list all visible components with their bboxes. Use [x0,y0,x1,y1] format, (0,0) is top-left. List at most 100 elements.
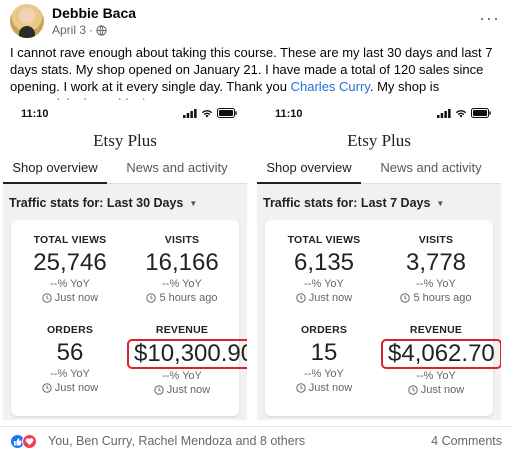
stat-yoy: --% YoY [162,278,202,290]
stat-orders: ORDERS 56 --% YoY Just now [15,324,125,394]
stat-label: TOTAL VIEWS [33,234,107,246]
app-title: Etsy Plus [347,131,411,150]
stat-time-text: Just now [54,382,99,394]
status-icons [437,108,491,118]
stat-total-views: TOTAL VIEWS 25,746 --% YoY Just now [15,234,125,304]
reaction-icons[interactable] [10,434,37,449]
signal-icon [437,108,451,118]
traffic-range-label: Traffic stats for: Last 7 Days [263,196,431,210]
post-date[interactable]: April 3 [52,23,87,37]
status-time: 11:10 [21,108,49,120]
tab-shop-overview[interactable]: Shop overview [257,154,361,184]
status-bar: 11:10 [257,100,501,128]
clock-icon [408,385,418,395]
stat-yoy: --% YoY [50,368,90,380]
stat-yoy: --% YoY [416,370,456,382]
stat-time: Just now [381,384,491,396]
tab-news-and-activity[interactable]: News and activity [380,160,482,175]
stat-revenue: REVENUE $10,300.90 --% YoY Just now [127,324,247,396]
stat-time: Just now [269,382,379,394]
wifi-icon [201,109,213,117]
signal-icon [183,108,197,118]
stat-value: 3,778 [405,249,467,276]
traffic-range-dropdown[interactable]: Traffic stats for: Last 7 Days ▼ [263,196,444,210]
post-header: Debbie Baca April 3 · ··· [0,0,512,42]
clock-icon [42,293,52,303]
stat-yoy: --% YoY [50,278,90,290]
tab-news-and-activity[interactable]: News and activity [126,160,228,175]
caret-down-icon: ▼ [189,198,198,208]
stat-value: 16,166 [145,249,219,276]
clock-icon [296,293,306,303]
tab-shop-overview[interactable]: Shop overview [3,154,107,184]
avatar[interactable] [10,4,44,38]
stat-yoy: --% YoY [304,368,344,380]
stat-time-text: Just now [420,384,465,396]
stat-yoy: --% YoY [416,278,456,290]
stat-time: Just now [15,382,125,394]
post-body-mid: . My shop is [369,79,440,94]
traffic-range-label: Traffic stats for: Last 30 Days [9,196,184,210]
stats-card: TOTAL VIEWS 25,746 --% YoY Just now VISI… [11,220,247,416]
stat-time: Just now [15,292,125,304]
stat-time: 5 hours ago [127,292,237,304]
status-time: 11:10 [275,108,303,120]
clock-icon [42,383,52,393]
traffic-range-dropdown[interactable]: Traffic stats for: Last 30 Days ▼ [9,196,197,210]
stat-value-highlighted: $10,300.90 [127,339,247,369]
stat-visits: VISITS 16,166 --% YoY 5 hours ago [127,234,237,304]
stat-time-text: Just now [166,384,211,396]
stat-time-text: 5 hours ago [413,292,472,304]
stat-time-text: 5 hours ago [159,292,218,304]
tab-bar: Shop overview News and activity [3,154,247,184]
stat-total-views: TOTAL VIEWS 6,135 --% YoY Just now [269,234,379,304]
reactions-bar: You, Ben Curry, Rachel Mendoza and 8 oth… [0,426,512,455]
stat-time: Just now [127,384,237,396]
post-meta: April 3 · [52,23,107,37]
globe-icon [96,24,107,36]
revenue-highlight: $10,300.90 [127,339,247,369]
more-options-icon[interactable]: ··· [479,8,500,28]
stat-label: VISITS [418,234,454,246]
stat-label: ORDERS [46,324,94,336]
phone-screenshot-7-days[interactable]: 11:10 Etsy Plus Shop overview News and a… [257,100,501,420]
stat-time-text: Just now [308,292,353,304]
stat-value-highlighted: $4,062.70 [381,339,501,369]
stat-label: ORDERS [300,324,348,336]
stat-yoy: --% YoY [162,370,202,382]
stat-time-text: Just now [308,382,353,394]
comments-count[interactable]: 4 Comments [431,434,502,448]
clock-icon [146,293,157,303]
stat-time: 5 hours ago [381,292,491,304]
stat-label: REVENUE [155,324,209,336]
phone-screenshot-30-days[interactable]: 11:10 Etsy Plus Shop overview News and a… [3,100,247,420]
mention-link[interactable]: Charles Curry [290,79,370,94]
post-body: I cannot rave enough about taking this c… [10,45,493,94]
revenue-highlight: $4,062.70 [381,339,501,369]
reaction-names[interactable]: You, Ben Curry, Rachel Mendoza and 8 oth… [48,434,306,448]
tab-bar: Shop overview News and activity [257,154,501,184]
app-title: Etsy Plus [93,131,157,150]
stat-time-text: Just now [54,292,99,304]
stat-label: REVENUE [409,324,463,336]
stat-orders: ORDERS 15 --% YoY Just now [269,324,379,394]
stat-label: VISITS [164,234,200,246]
clock-icon [400,293,411,303]
status-bar: 11:10 [3,100,247,128]
battery-icon [217,108,237,118]
stat-visits: VISITS 3,778 --% YoY 5 hours ago [381,234,491,304]
clock-icon [154,385,164,395]
caret-down-icon: ▼ [436,198,445,208]
stat-value: 6,135 [293,249,355,276]
app-bar: Etsy Plus [3,128,247,154]
love-icon [22,434,37,449]
stat-yoy: --% YoY [304,278,344,290]
status-icons [183,108,237,118]
meta-separator: · [89,23,94,37]
stat-revenue: REVENUE $4,062.70 --% YoY Just now [381,324,501,396]
stat-time: Just now [269,292,379,304]
author-name[interactable]: Debbie Baca [52,5,137,21]
stat-value: 25,746 [33,249,107,276]
app-bar: Etsy Plus [257,128,501,154]
stats-card: TOTAL VIEWS 6,135 --% YoY Just now VISIT… [265,220,501,416]
